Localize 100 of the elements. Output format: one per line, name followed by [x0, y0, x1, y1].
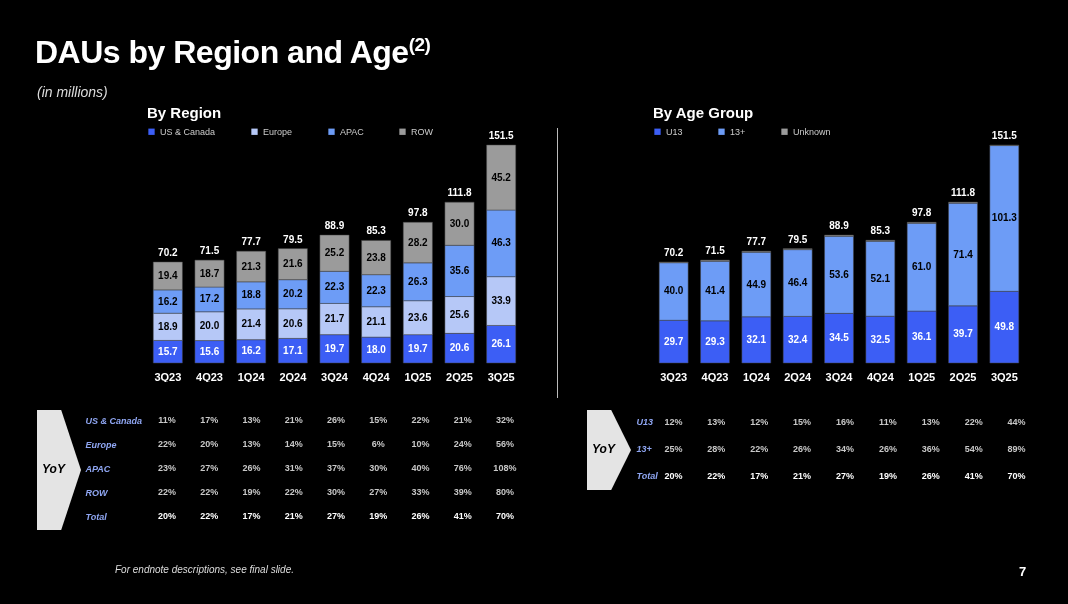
x-tick-label: 3Q25 — [487, 370, 515, 383]
data-label: 15.6 — [199, 345, 220, 357]
text: 22% — [158, 487, 177, 497]
data-label: 30.0 — [449, 217, 470, 229]
x-tick-label: 1Q24 — [742, 370, 771, 383]
text: For endnote descriptions, see final slide. — [115, 564, 294, 575]
data-label: 49.8 — [994, 321, 1015, 333]
text: 108% — [493, 463, 517, 473]
x-tick-label: 2Q24 — [784, 370, 812, 383]
data-label: 15.7 — [158, 345, 178, 357]
total-label: 97.8 — [911, 207, 932, 219]
text: (in millions) — [37, 84, 108, 100]
data-label: 21.1 — [366, 315, 387, 327]
text: 44% — [1007, 416, 1026, 427]
category-label: ROW — [85, 487, 108, 498]
total-label: 111.8 — [447, 187, 472, 199]
text: 26% — [921, 470, 940, 481]
data-label: 34.5 — [829, 332, 850, 344]
x-tick-label: 3Q23 — [660, 370, 688, 383]
text: 20% — [664, 470, 683, 481]
text: 22% — [411, 415, 430, 425]
x-tick-label: 4Q24 — [362, 370, 391, 383]
data-label: 53.6 — [829, 268, 850, 280]
total-label: 111.8 — [951, 187, 976, 199]
x-tick-label: 3Q24 — [321, 370, 349, 383]
data-label: 21.3 — [241, 260, 262, 272]
text: 76% — [453, 463, 472, 473]
chart-title: By Age Group — [653, 104, 754, 121]
total-label: 88.9 — [829, 220, 850, 232]
legend-label: APAC — [340, 126, 365, 137]
x-tick-label: 4Q24 — [866, 370, 895, 383]
text: 36% — [921, 443, 940, 454]
legend-label: US & Canada — [160, 126, 216, 137]
data-label: 35.6 — [449, 264, 470, 276]
text: 20% — [158, 511, 177, 521]
text: 15% — [369, 415, 388, 425]
text: 10% — [411, 439, 430, 449]
text: 21% — [453, 415, 472, 425]
category-label: APAC — [85, 463, 111, 474]
data-label: 21.6 — [283, 258, 303, 270]
text: 23% — [158, 463, 177, 473]
text: 21% — [284, 415, 303, 425]
text: 22% — [750, 443, 769, 454]
data-label: 46.4 — [787, 276, 808, 288]
data-label: 32.5 — [870, 333, 891, 345]
data-label: 16.2 — [158, 295, 178, 307]
total-label: 97.8 — [408, 207, 428, 219]
text: 12% — [664, 416, 683, 427]
data-label: 28.2 — [408, 236, 428, 248]
text: 28% — [707, 443, 726, 454]
data-label: 36.1 — [911, 331, 932, 343]
text: 39% — [453, 487, 472, 497]
data-label: 16.2 — [241, 345, 262, 357]
total-label: 77.7 — [746, 236, 767, 248]
x-tick-label: 2Q24 — [279, 370, 308, 383]
text: 19% — [878, 470, 897, 481]
text: YoY — [42, 462, 65, 476]
total-label: 85.3 — [366, 225, 387, 237]
text: 41% — [453, 511, 472, 521]
text: 30% — [369, 463, 388, 473]
text: 24% — [453, 439, 472, 449]
data-label: 44.9 — [746, 278, 767, 290]
data-label: 52.1 — [870, 272, 891, 284]
total-label: 70.2 — [158, 246, 178, 258]
text: 11% — [158, 415, 176, 425]
text: 26% — [793, 443, 812, 454]
data-label: 39.7 — [953, 328, 974, 340]
text: 41% — [964, 470, 983, 481]
total-label: 151.5 — [488, 130, 515, 141]
category-label: U13 — [636, 417, 654, 427]
text: 14% — [284, 439, 303, 449]
text: 15% — [793, 416, 812, 427]
text: 19% — [369, 511, 388, 521]
text: 25% — [664, 443, 683, 454]
legend-label: Europe — [263, 126, 293, 137]
data-label: 26.1 — [491, 338, 512, 350]
text: 34% — [835, 443, 855, 454]
text: 21% — [284, 511, 303, 521]
total-label: 71.5 — [199, 245, 220, 257]
data-label: 21.7 — [324, 313, 345, 325]
data-label: 33.9 — [491, 295, 512, 307]
text: 13% — [242, 439, 261, 449]
data-label: 26.3 — [408, 275, 428, 287]
x-tick-label: 3Q25 — [990, 370, 1018, 383]
text: 13% — [242, 415, 261, 425]
text: 70% — [1007, 470, 1026, 481]
data-label: 25.6 — [449, 308, 470, 320]
text: 19% — [242, 487, 261, 497]
text: 30% — [326, 487, 346, 497]
text: 22% — [964, 416, 983, 427]
text: 40% — [411, 463, 430, 473]
data-label: 22.3 — [366, 284, 387, 296]
data-label: 19.4 — [158, 269, 178, 281]
legend-label: Unknown — [793, 126, 831, 137]
category-label: Total — [636, 471, 658, 481]
text: 27% — [326, 511, 346, 521]
data-label: 19.7 — [324, 342, 345, 354]
total-label: 79.5 — [283, 233, 303, 245]
x-tick-label: 1Q25 — [908, 370, 936, 383]
text: 56% — [495, 439, 514, 449]
